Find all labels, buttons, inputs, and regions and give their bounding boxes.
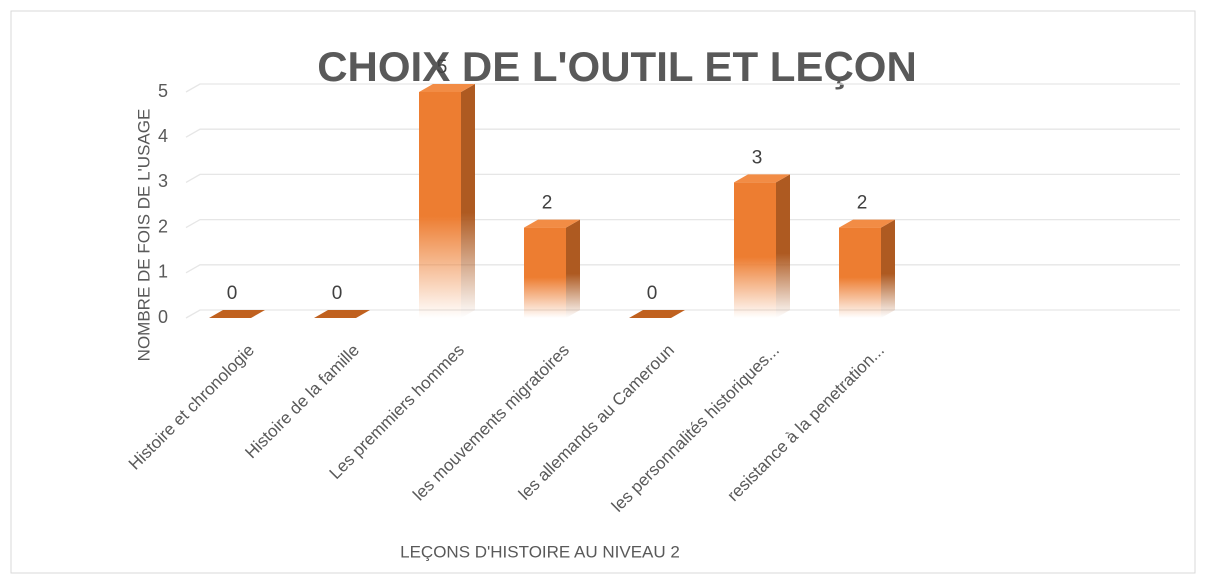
grid-line: [185, 173, 1180, 183]
bar-side: [776, 174, 790, 318]
chart-frame: [10, 10, 1196, 574]
bar-top: [734, 174, 790, 183]
bar: [209, 310, 265, 318]
y-tick-label: 4: [158, 126, 168, 146]
y-axis-label: NOMBRE DE FOIS DE L'USAGE: [134, 109, 153, 362]
y-tick-label: 1: [158, 262, 168, 282]
value-label: 3: [752, 147, 763, 168]
bar-top: [629, 310, 685, 318]
bar-side: [881, 219, 895, 318]
bar: [524, 219, 580, 318]
value-label: 0: [647, 283, 658, 304]
y-tick-label: 0: [158, 307, 168, 327]
x-axis-label: LEÇONS D'HISTOIRE AU NIVEAU 2: [400, 542, 680, 561]
bar: [839, 219, 895, 318]
bar: [629, 310, 685, 318]
value-label: 2: [542, 193, 553, 214]
grid-line: [185, 128, 1180, 138]
bar-top: [524, 219, 580, 228]
bar-front: [524, 227, 566, 318]
bar: [419, 84, 475, 318]
grid-line: [185, 83, 1180, 93]
bar-top: [839, 219, 895, 228]
value-label: 0: [332, 283, 343, 304]
bar: [314, 310, 370, 318]
y-tick-label: 5: [158, 81, 168, 101]
bar-front: [839, 227, 881, 318]
bar-top: [209, 310, 265, 318]
bar-side: [566, 219, 580, 318]
y-tick-label: 2: [158, 216, 168, 236]
bar-front: [419, 92, 461, 318]
bar-top: [314, 310, 370, 318]
chart-title: CHOIX DE L'OUTIL ET LEÇON: [317, 43, 917, 90]
bar-side: [461, 84, 475, 318]
y-tick-label: 3: [158, 171, 168, 191]
bar-top: [419, 84, 475, 92]
bar: [734, 174, 790, 318]
value-label: 0: [227, 283, 238, 304]
bar-front: [734, 182, 776, 318]
value-label: 2: [857, 193, 868, 214]
value-label: 5: [437, 57, 448, 78]
